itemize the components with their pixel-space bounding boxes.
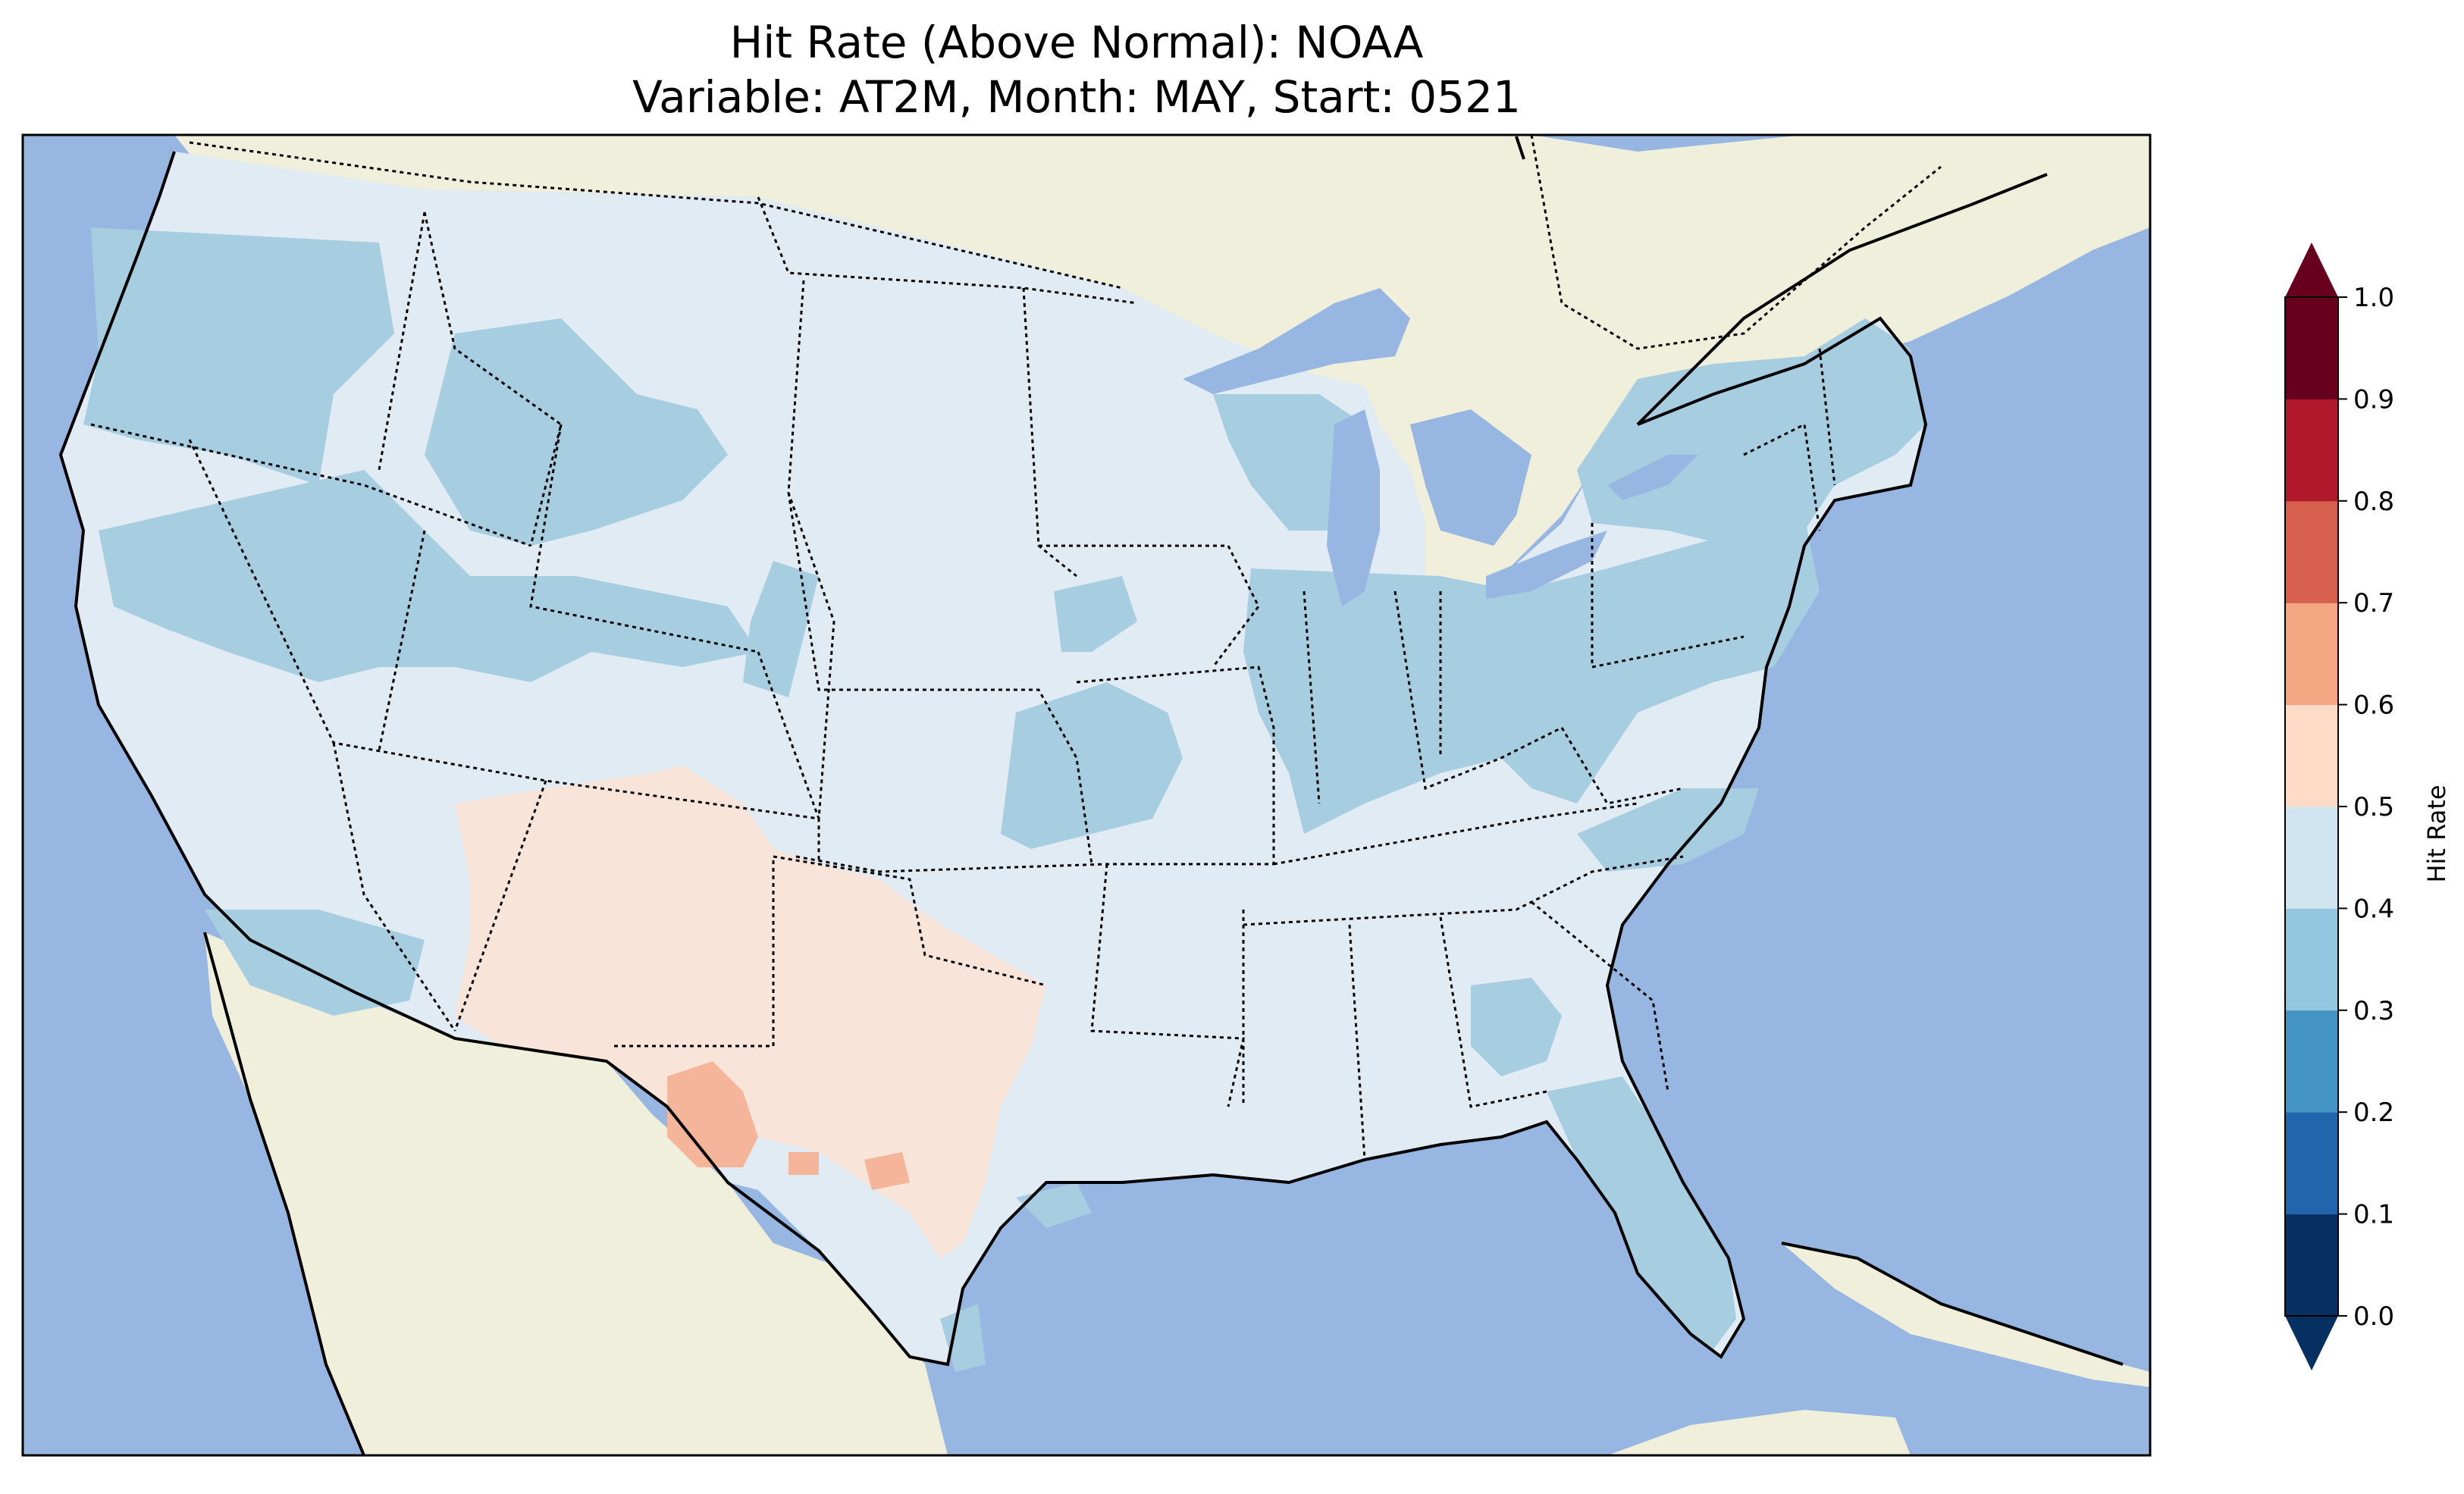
colorbar-tick-label: 1.0 — [2353, 283, 2394, 313]
chart-title: Hit Rate (Above Normal): NOAA Variable: … — [0, 15, 2153, 124]
colorbar-tick-label: 0.2 — [2353, 1098, 2394, 1128]
colorbar-segment — [2285, 1214, 2338, 1317]
country-borders — [189, 134, 1942, 350]
colorbar-label: Hit Rate — [2422, 785, 2451, 882]
colorbar-over-arrow — [2285, 243, 2338, 297]
colorbar-segments — [2285, 297, 2338, 1317]
colorbar-segment — [2285, 399, 2338, 502]
mexico-land — [205, 932, 948, 1455]
map-frame — [21, 133, 2152, 1457]
cuba-land — [1782, 1243, 2150, 1387]
colorbar-segment — [2285, 603, 2338, 706]
colorbar-segment — [2285, 807, 2338, 909]
low-band-patches — [83, 227, 1926, 1372]
colorbar-segment — [2285, 908, 2338, 1011]
state-borders — [90, 196, 1836, 1160]
colorbar-tick-label: 0.9 — [2353, 384, 2394, 415]
coastlines — [58, 136, 2124, 1456]
colorbar-segment — [2285, 1112, 2338, 1215]
colorbar-segment — [2285, 297, 2338, 399]
canada-land — [174, 135, 2150, 591]
colorbar-tick-label: 0.7 — [2353, 588, 2394, 619]
colorbar-under-arrow — [2285, 1316, 2338, 1370]
yucatan-land — [1607, 1410, 1911, 1455]
colorbar-tick-label: 0.4 — [2353, 894, 2394, 924]
colorbar-tick-label: 0.0 — [2353, 1301, 2394, 1332]
colorbar-tick-label: 0.8 — [2353, 487, 2394, 517]
colorbar-ticks: 0.0 0.1 0.2 0.3 0.4 0.5 0.6 0.7 0.8 0.9 1.0 — [2338, 283, 2394, 1332]
colorbar-segment — [2285, 704, 2338, 807]
hot-band — [667, 1061, 910, 1190]
colorbar-segment — [2285, 500, 2338, 603]
great-lakes — [1183, 288, 1698, 606]
colorbar-tick-label: 0.3 — [2353, 996, 2394, 1026]
warm-band — [455, 766, 1046, 1258]
colorbar-tick-label: 0.1 — [2353, 1200, 2394, 1230]
title-line-1: Hit Rate (Above Normal): NOAA — [729, 17, 1424, 68]
colorbar-tick-label: 0.6 — [2353, 691, 2394, 721]
colorbar-segment — [2285, 1010, 2338, 1113]
colorbar-tick-label: 0.5 — [2353, 792, 2394, 822]
title-line-2: Variable: AT2M, Month: MAY, Start: 0521 — [632, 71, 1521, 123]
